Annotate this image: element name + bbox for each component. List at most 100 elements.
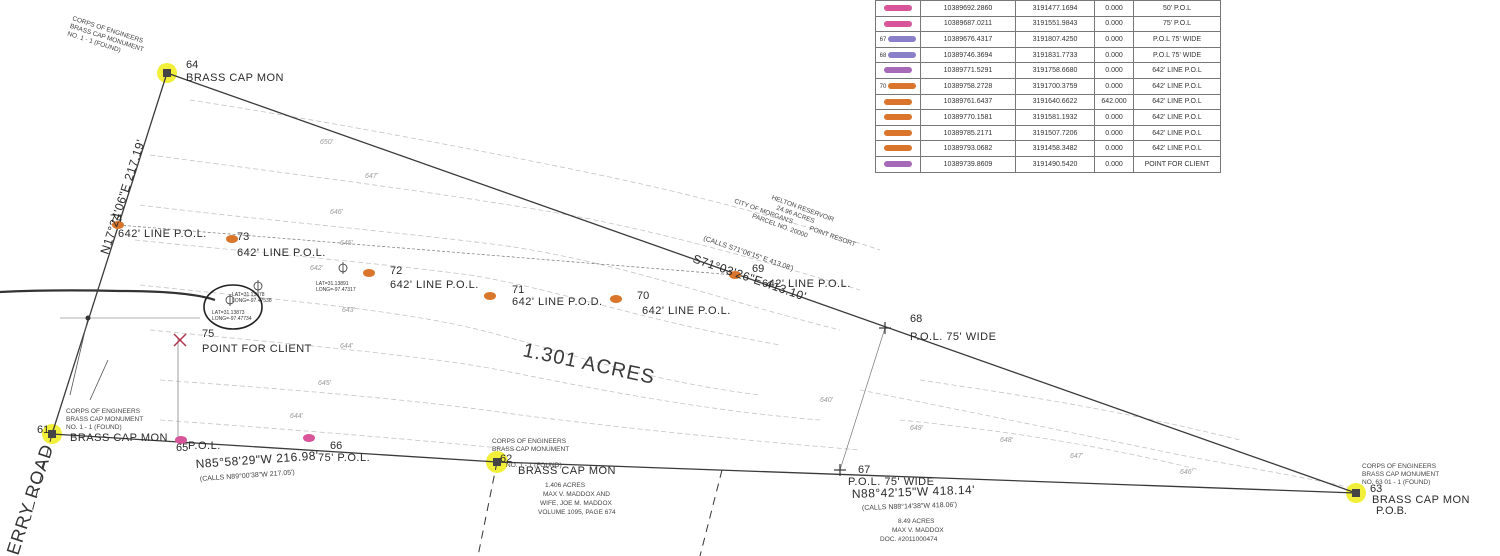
- cell-desc: P.O.L 75' WIDE: [1133, 46, 1221, 64]
- pink-marker-65: [175, 436, 187, 444]
- cell-easting: 3191490.5420: [1015, 155, 1095, 173]
- latlong-text: LAT=31.13878: [232, 292, 265, 298]
- symbol-swatch-icon: [884, 67, 912, 74]
- cell-desc: 642' LINE P.O.L: [1133, 62, 1221, 79]
- contour-label: 647': [1070, 453, 1084, 460]
- pol-marker-73: [226, 235, 238, 243]
- pol-marker-74: [112, 221, 124, 229]
- latlong-marker-2: LAT=31.13891 LONG=-97.47317: [316, 262, 356, 293]
- annotation-line: CORPS OF ENGINEERS: [1362, 463, 1437, 470]
- point-desc-68: P.O.L. 75' WIDE: [910, 331, 996, 343]
- boundary-lines: [51, 72, 1357, 494]
- point-desc-61: BRASS CAP MON: [70, 432, 168, 444]
- symbol-cell: [875, 0, 921, 17]
- boundary-top-edge: [166, 72, 1357, 494]
- cell-desc: 642' LINE P.O.L: [1133, 140, 1221, 157]
- bearing-bottom-left-calls: (CALLS N89°00'38"W 217.05'): [200, 468, 295, 483]
- annotation-line: BRASS CAP MONUMENT: [492, 446, 569, 453]
- cell-desc: POINT FOR CLIENT: [1133, 155, 1221, 173]
- dashed-line: [477, 461, 498, 556]
- point-desc-62: BRASS CAP MON: [518, 465, 616, 477]
- point-number-72: 72: [390, 265, 402, 277]
- contour-label: 646': [330, 209, 344, 216]
- row-line: [89, 359, 109, 401]
- point-desc-71: 642' LINE P.O.D.: [512, 296, 603, 308]
- annotation-line: BRASS CAP MONUMENT: [1362, 471, 1439, 478]
- dashed-line: [29, 433, 53, 521]
- cell-elev: 0.000: [1094, 62, 1134, 79]
- point-number-75: 75: [202, 328, 214, 340]
- annotation-line: CORPS OF ENGINEERS: [492, 438, 567, 445]
- point-desc-73: 642' LINE P.O.L.: [237, 247, 326, 259]
- cell-northing: 10389793.0682: [920, 140, 1016, 157]
- cell-elev: 0.000: [1094, 77, 1134, 95]
- symbol-label: 67: [879, 36, 887, 43]
- annotation-line: WIFE, JOE M. MADDOX: [540, 500, 613, 507]
- parcel-annotation-right: 8.49 ACRES MAX V. MADDOX DOC. #201100047…: [880, 518, 944, 543]
- contour-label-group: 650' 647' 646' 645' 642' 643' 644' 645' …: [290, 139, 1194, 476]
- acreage-label: 1.301 ACRES: [521, 339, 657, 388]
- symbol-swatch-icon: [888, 82, 917, 89]
- latlong-text: LONG=-97.47538: [232, 298, 272, 304]
- contour-label: 650': [320, 139, 334, 146]
- monument-marker-62: [493, 458, 501, 466]
- bearing-bottom-right: N88°42'15"W 418.14': [852, 483, 976, 501]
- table-row: 10389761.6437 3191640.6622 642.000 642' LIN…: [875, 93, 1221, 111]
- road-edge-line: [0, 289, 216, 302]
- cell-easting: 3191831.7733: [1015, 46, 1095, 64]
- contour-label: 640': [820, 397, 834, 404]
- cell-elev: 0.000: [1094, 0, 1134, 17]
- symbol-swatch-icon: [884, 160, 912, 167]
- annotation-line: NO. 1 - 1 (FOUND): [506, 462, 562, 469]
- point-desc-64: BRASS CAP MON: [186, 72, 284, 84]
- road-label: ERRY ROAD: [3, 441, 58, 556]
- point-number-69: 69: [752, 263, 764, 275]
- monument-marker-64: [163, 69, 171, 77]
- cell-desc: 642' LINE P.O.L: [1133, 124, 1221, 142]
- point-number-70: 70: [637, 290, 649, 302]
- point-number-73: 73: [237, 231, 249, 243]
- cell-northing: 10389761.6437: [920, 93, 1016, 111]
- symbol-cell: 70: [875, 77, 921, 95]
- symbol-swatch-icon: [888, 51, 917, 58]
- pink-marker-66: [303, 434, 315, 442]
- table-row: 67 10389676.4317 3191807.4250 0.000 P.O.L 75…: [875, 31, 1221, 48]
- boundary-bottom-left-edge: [51, 433, 498, 463]
- corps-annotation-right: CORPS OF ENGINEERS BRASS CAP MONUMENT NO…: [1362, 463, 1439, 486]
- cell-elev: 0.000: [1094, 140, 1134, 157]
- dashed-line: [699, 469, 723, 556]
- table-row: 10389692.2860 3191477.1694 0.000 50' P.O.L: [875, 0, 1221, 17]
- point-number-61: 61: [37, 424, 49, 436]
- cell-desc: 642' LINE P.O.L: [1133, 77, 1221, 95]
- latlong-text: LAT=31.13891: [316, 281, 349, 287]
- contour-label: 642': [310, 265, 324, 272]
- latlong-circle: [203, 284, 263, 330]
- point-number-74: 74: [110, 213, 122, 225]
- cell-northing: 10389739.8609: [920, 155, 1016, 173]
- contour-label: 645': [340, 240, 354, 247]
- reserve-annotation: HELTON RESERVOIR 24.96 ACRES CITY OF MOR…: [733, 194, 856, 248]
- pol-642-line: [117, 224, 736, 276]
- symbol-swatch-icon: [884, 145, 912, 152]
- point-desc-74: 642' LINE P.O.L.: [118, 228, 207, 240]
- contour-label: 645': [318, 380, 332, 387]
- corps-annotation-top: CORPS OF ENGINEERS BRASS CAP MONUMENT NO…: [66, 15, 144, 54]
- table-row: 10389739.8609 3191490.5420 0.000 POINT FOR …: [875, 155, 1221, 173]
- pol-marker-72: [363, 269, 375, 277]
- symbol-cell: 67: [875, 31, 921, 48]
- pol-marker-69: [729, 271, 741, 279]
- cell-northing: 10389758.2728: [920, 77, 1016, 95]
- point-desc-69: 642' LINE P.O.L.: [762, 278, 851, 290]
- annotation-line: NO. 1 - 1 (FOUND): [66, 424, 122, 431]
- cell-elev: 0.000: [1094, 109, 1134, 126]
- symbol-swatch-icon: [884, 4, 912, 11]
- table-row: 10389785.2171 3191507.7206 0.000 642' LINE …: [875, 124, 1221, 142]
- symbol-swatch-icon: [888, 36, 917, 43]
- annotation-line: POINT RESORT: [808, 225, 856, 248]
- contour-label: 647': [365, 173, 379, 180]
- cell-easting: 3191758.6680: [1015, 62, 1095, 79]
- cell-easting: 3191807.4250: [1015, 31, 1095, 48]
- cell-northing: 10389770.1581: [920, 109, 1016, 126]
- cell-elev: 0.000: [1094, 124, 1134, 142]
- corps-annotation-mid: CORPS OF ENGINEERS BRASS CAP MONUMENT NO…: [492, 438, 569, 469]
